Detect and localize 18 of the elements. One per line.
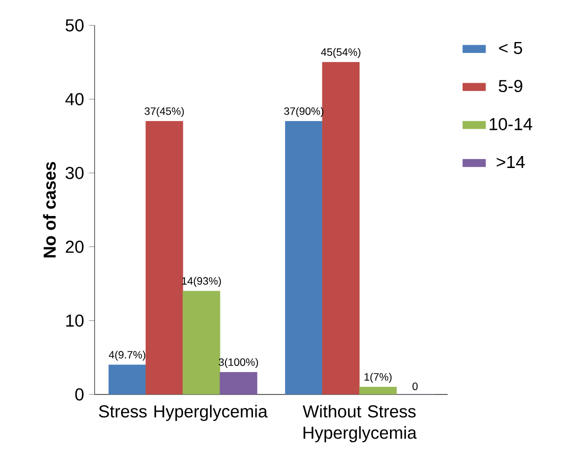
y-axis-title: No of cases	[43, 162, 56, 258]
legend-label: < 5	[499, 42, 522, 54]
data-label: 37(45%)	[144, 107, 184, 118]
y-tick-label: 0	[75, 388, 84, 401]
data-label: 4(9.7%)	[108, 350, 146, 361]
data-label: 45(54%)	[321, 48, 360, 58]
legend-label: >14	[496, 156, 525, 168]
x-tick-label: Without Stress Hyperglycemia	[302, 404, 417, 442]
x-tick-label: Stress Hyperglycemia	[98, 404, 268, 421]
y-tick-label: 10	[66, 314, 84, 327]
y-tick-label: 40	[65, 92, 84, 106]
y-tick-label: 20	[66, 240, 84, 253]
y-tick-label: 30	[66, 166, 84, 180]
data-label: 0	[412, 382, 418, 390]
y-tick-label: 50	[66, 19, 84, 32]
legend-label: 5-9	[498, 80, 522, 92]
legend-label: 10-14	[490, 118, 532, 130]
data-label: 1(7%)	[364, 372, 392, 383]
